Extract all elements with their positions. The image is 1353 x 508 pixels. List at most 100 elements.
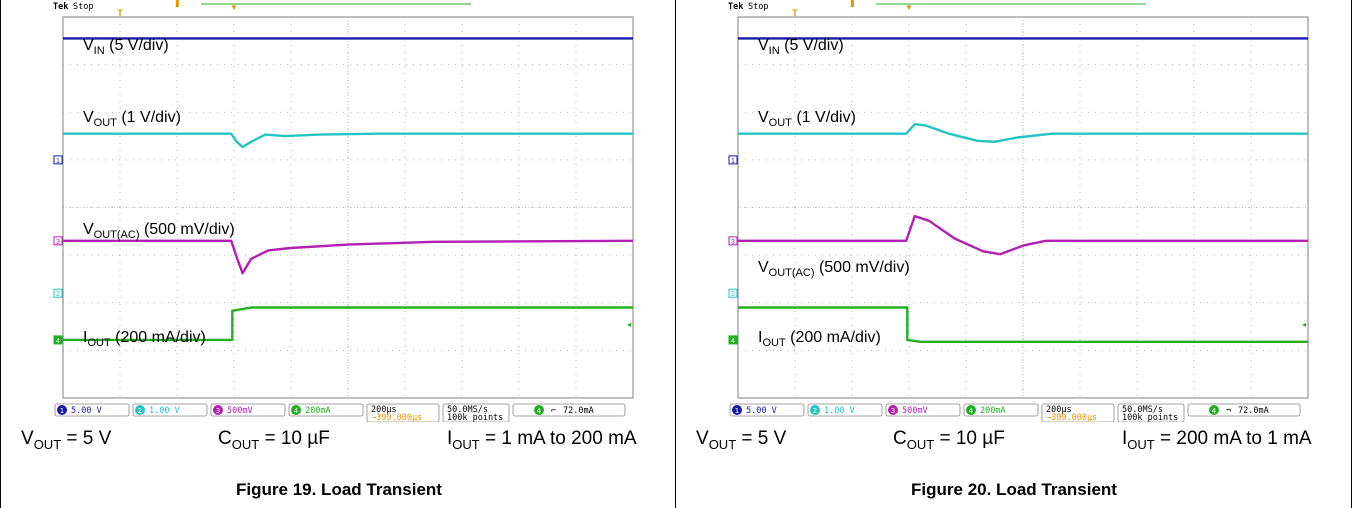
trigger-channel-number: 4 [1212,407,1217,415]
param-vout: VOUT = 5 V [696,428,787,452]
scope-status: Stop [73,2,93,12]
param-vout: VOUT = 5 V [21,428,112,452]
channel-scale-box [963,403,1039,417]
channel-badge-1 [57,405,67,415]
position-marker [850,0,854,7]
channel-badge-number: 2 [138,407,142,415]
trigger-marker-icon: ▼ [230,3,238,12]
timebase-value: 200µs [371,405,397,415]
channel-scale-value: 200mA [305,406,331,416]
ground-marker-ch2 [728,288,738,298]
acquisition-box [442,403,510,422]
trace-ch4 [63,306,633,342]
ground-marker-label: 3 [56,239,60,246]
scope-brand: Tek [728,2,743,12]
channel-badge-number: 1 [735,407,739,415]
ground-marker-ch2 [53,288,63,298]
param-cout: COUT = 10 µF [893,428,1005,452]
channel-badge-1 [732,405,742,415]
timebase-box [1041,403,1115,422]
channel-scale-value: 500mV [227,406,253,416]
delay-marker-icon: T [792,8,798,18]
channel-scale-box [210,403,286,417]
channel-scale-value: 1.00 V [149,406,180,416]
channel-badge-number: 4 [294,407,299,415]
delay-marker-icon: T [117,8,123,18]
trigger-channel-badge [1209,405,1219,415]
test-conditions-19: VOUT = 5 V COUT = 10 µF IOUT = 1 mA to 2… [21,428,671,460]
channel-badge-number: 1 [60,407,64,415]
delay-value: →399.000µs [371,413,422,422]
trigger-level-icon: ◂ [1302,320,1306,329]
trigger-slope-icon: ⌐ [551,406,556,416]
trace-ch2 [63,132,633,149]
scope-plot-20: Tek Stop ▼ T 1 3 2 4 ◂ VIN (5 V/div) VOUT (1 V/di… [726,0,1309,422]
channel-badge-4 [291,405,301,415]
channel-label-1: VIN (5 V/div) [83,37,169,57]
trigger-level-icon: ◂ [627,320,631,329]
ground-marker-ch4 [53,335,63,345]
ground-marker-label: 1 [56,158,60,165]
ground-marker-ch4 [728,335,738,345]
ground-marker-ch3 [728,236,738,246]
channel-badge-number: 3 [216,407,220,415]
channel-scale-box [132,403,208,417]
record-length: 100k points [1122,413,1178,422]
channel-label-2: VOUT (1 V/div) [758,109,856,129]
ground-marker-label: 2 [731,291,735,298]
ground-marker-label: 3 [731,239,735,246]
channel-label-3: VOUT(AC) (500 mV/div) [758,259,910,279]
channel-scale-box [729,403,805,417]
ground-marker-ch1 [53,155,63,165]
delay-value: →399.000µs [1046,413,1097,422]
record-length: 100k points [447,413,503,422]
trigger-marker-icon: ▼ [905,3,913,12]
acquisition-box [1117,403,1185,422]
sample-rate: 50.0MS/s [1122,405,1163,415]
channel-label-2: VOUT (1 V/div) [83,109,181,129]
trace-ch4 [738,306,1308,343]
channel-badge-number: 2 [813,407,817,415]
figure-20-panel: Tek Stop ▼ T 1 3 2 4 ◂ VIN (5 V/div) VOUT (1 V/di… [676,0,1352,508]
channel-badge-3 [888,405,898,415]
trace-ch2 [738,123,1308,143]
figure-caption-19: Figure 19. Load Transient [236,480,442,499]
scope-screen-19: Tek Stop ▼ T 1 3 2 4 ◂ VIN (5 V/div) VOUT (1 V/di… [51,0,644,422]
trigger-slope-icon: ¬ [1226,406,1231,416]
channel-badge-number: 3 [891,407,895,415]
trigger-level: 72.0mA [563,406,594,416]
param-iout: IOUT = 1 mA to 200 mA [447,428,637,452]
channel-scale-value: 200mA [980,406,1006,416]
channel-label-4: IOUT (200 mA/div) [83,329,206,349]
trace-ch3 [63,239,634,275]
trace-ch3 [738,214,1308,256]
scope-status: Stop [748,2,768,12]
timebase-box [366,403,440,422]
ground-marker-ch3 [53,236,63,246]
channel-scale-value: 1.00 V [824,406,855,416]
scope-screen-20: Tek Stop ▼ T 1 3 2 4 ◂ VIN (5 V/div) VOUT (1 V/di… [726,0,1319,422]
channel-label-3: VOUT(AC) (500 mV/div) [83,221,235,241]
ground-marker-label: 2 [56,291,60,298]
channel-scale-box [54,403,130,417]
figure-caption-20: Figure 20. Load Transient [911,480,1117,499]
scope-plot-19: Tek Stop ▼ T 1 3 2 4 ◂ VIN (5 V/div) VOUT (1 V/di… [51,0,634,422]
channel-badge-4 [966,405,976,415]
channel-badge-2 [810,405,820,415]
channel-badge-3 [213,405,223,415]
channel-scale-value: 5.00 V [746,406,777,416]
channel-scale-value: 5.00 V [71,406,102,416]
figure-19-panel: Tek Stop ▼ T 1 3 2 4 ◂ VIN (5 V/div) VOUT (1 V/di… [0,0,676,508]
channel-label-1: VIN (5 V/div) [758,37,844,57]
channel-scale-box [807,403,883,417]
channel-scale-box [885,403,961,417]
ground-marker-label: 4 [56,338,60,345]
param-iout: IOUT = 200 mA to 1 mA [1122,428,1312,452]
position-marker [175,0,179,7]
test-conditions-20: VOUT = 5 V COUT = 10 µF IOUT = 200 mA to… [696,428,1346,460]
timebase-value: 200µs [1046,405,1072,415]
channel-badge-number: 4 [969,407,974,415]
scope-brand: Tek [53,2,68,12]
channel-scale-box [288,403,364,417]
channel-scale-value: 500mV [902,406,928,416]
